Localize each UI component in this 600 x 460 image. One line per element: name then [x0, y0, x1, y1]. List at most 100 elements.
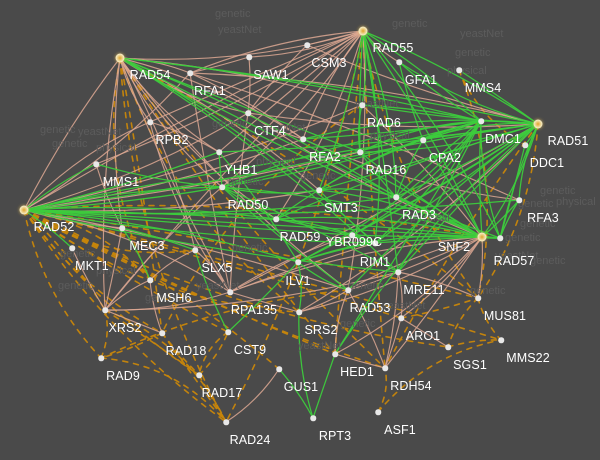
network-edge-genetic	[447, 339, 502, 348]
network-edge-physical	[104, 279, 151, 311]
network-edge-physical	[400, 236, 483, 319]
network-edge-coexpression	[398, 61, 539, 125]
network-node[interactable]	[445, 344, 451, 350]
network-node[interactable]	[382, 365, 388, 371]
network-edge-genetic	[100, 309, 109, 359]
network-node[interactable]	[359, 102, 365, 108]
network-edge-physical	[149, 121, 220, 153]
network-edge-coexpression	[297, 242, 376, 263]
network-edge-genetic	[100, 289, 349, 359]
network-node[interactable]	[216, 149, 222, 155]
network-edge-coexpression	[121, 227, 196, 251]
network-edge-physical	[477, 236, 484, 299]
network-node[interactable]	[147, 277, 153, 283]
network-node[interactable]	[349, 232, 355, 238]
network-node[interactable]	[187, 70, 193, 76]
network-node[interactable]	[192, 247, 198, 253]
network-edge-physical	[189, 56, 250, 74]
network-edge-genetic	[119, 57, 227, 423]
network-node[interactable]	[332, 351, 338, 357]
network-edge-physical	[23, 30, 364, 211]
network-node[interactable]	[497, 235, 503, 241]
network-node[interactable]	[375, 409, 381, 415]
network-edge-coexpression	[359, 30, 364, 153]
network-edge-coexpression	[361, 104, 482, 122]
network-edge-physical	[23, 112, 249, 211]
network-edge-coexpression	[318, 188, 397, 198]
network-node[interactable]	[372, 240, 378, 246]
network-node[interactable]	[300, 136, 306, 142]
network-node[interactable]	[276, 366, 282, 372]
network-node[interactable]	[304, 42, 310, 48]
network-edge-physical	[298, 236, 483, 313]
network-edge-physical	[23, 57, 121, 211]
network-edge-coexpression	[480, 120, 501, 239]
network-edge-genetic	[458, 69, 488, 299]
network-node[interactable]	[345, 287, 351, 293]
network-node[interactable]	[159, 330, 165, 336]
network-edge-coexpression	[119, 57, 483, 238]
network-edge-coexpression	[218, 151, 223, 188]
network-edge-physical	[218, 30, 364, 153]
network-edge-coexpression	[458, 69, 539, 125]
network-edge-physical	[119, 57, 277, 220]
network-node[interactable]	[225, 329, 231, 335]
network-node[interactable]	[357, 149, 363, 155]
network-edge-coexpression	[312, 353, 336, 419]
network-node[interactable]	[245, 110, 251, 116]
network-edge-physical	[384, 317, 402, 369]
network-edge-physical	[71, 247, 106, 311]
network-node[interactable]	[273, 216, 279, 222]
network-edge-physical	[334, 236, 483, 355]
network-edge-physical	[104, 227, 123, 311]
network-node[interactable]	[227, 289, 233, 295]
network-edge-coexpression	[397, 120, 482, 273]
network-node[interactable]	[396, 59, 402, 65]
network-node[interactable]	[147, 119, 153, 125]
network-node[interactable]	[316, 187, 322, 193]
network-edge-genetic	[119, 57, 336, 355]
network-node[interactable]	[69, 245, 75, 251]
network-edge-coexpression	[23, 120, 482, 211]
network-node[interactable]	[219, 184, 225, 190]
network-node[interactable]	[19, 205, 29, 215]
network-node[interactable]	[358, 26, 368, 36]
network-edge-coexpression	[227, 261, 299, 333]
network-node[interactable]	[223, 419, 229, 425]
network-node[interactable]	[93, 161, 99, 167]
network-edge-physical	[306, 44, 539, 125]
network-edge-physical	[119, 57, 231, 293]
network-edge-physical	[221, 30, 364, 188]
network-edge-physical	[23, 121, 151, 211]
network-node[interactable]	[246, 54, 252, 60]
network-node[interactable]	[498, 337, 504, 343]
network-node[interactable]	[296, 309, 302, 315]
network-node[interactable]	[102, 307, 108, 313]
network-node[interactable]	[395, 269, 401, 275]
network-node[interactable]	[115, 53, 125, 63]
network-node[interactable]	[393, 194, 399, 200]
network-node[interactable]	[98, 355, 104, 361]
network-edge-coexpression	[23, 209, 353, 236]
network-edge-coexpression	[23, 151, 220, 211]
network-edge-genetic	[23, 209, 102, 359]
network-node[interactable]	[475, 295, 481, 301]
network-edge-physical	[104, 291, 231, 311]
network-node[interactable]	[522, 142, 528, 148]
network-edge-coexpression	[395, 123, 539, 198]
network-node[interactable]	[456, 67, 462, 73]
network-node[interactable]	[477, 232, 487, 242]
network-node[interactable]	[119, 225, 125, 231]
network-node[interactable]	[196, 372, 202, 378]
network-node[interactable]	[516, 197, 522, 203]
network-edge-coexpression	[221, 186, 277, 220]
network-node[interactable]	[310, 415, 316, 421]
network-edge-genetic	[447, 297, 479, 348]
network-node[interactable]	[398, 315, 404, 321]
network-node[interactable]	[533, 119, 543, 129]
network-node[interactable]	[478, 118, 484, 124]
network-node[interactable]	[420, 137, 426, 143]
network-node[interactable]	[295, 259, 301, 265]
network-edge-coexpression	[23, 163, 97, 211]
